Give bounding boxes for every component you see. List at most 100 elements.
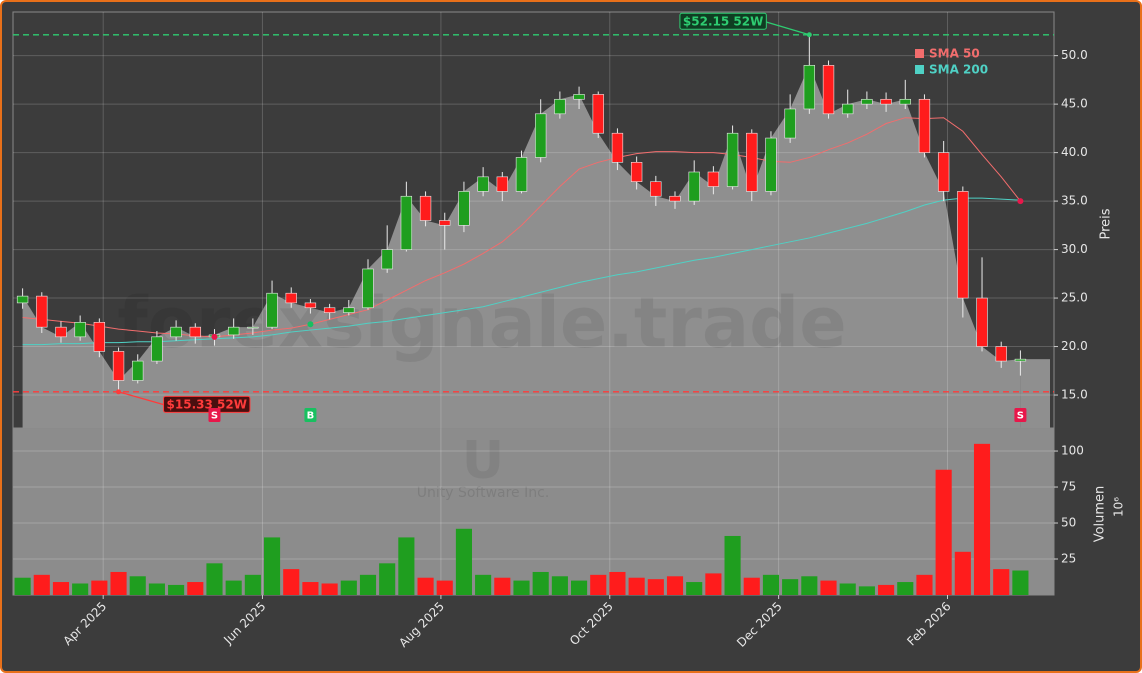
- candle-body: [74, 322, 86, 338]
- volume-bar: [973, 443, 991, 595]
- x-tick-label: Dec 2025: [734, 599, 785, 650]
- volume-bar: [33, 574, 50, 595]
- y-tick-label: 45.0: [1061, 97, 1088, 111]
- sma-line: [22, 117, 1021, 338]
- volume-bar: [935, 469, 952, 595]
- volume-bar: [455, 528, 472, 595]
- legend-label: SMA 200: [929, 63, 988, 77]
- candle-body: [381, 249, 393, 270]
- signal-label: S: [211, 411, 218, 422]
- candle-body: [112, 351, 125, 381]
- y-tick-label: 35.0: [1061, 194, 1088, 208]
- sma-line: [22, 197, 1021, 346]
- candle-body: [55, 326, 67, 338]
- candle-body: [611, 132, 624, 163]
- volume-bar: [436, 580, 453, 595]
- volume-bar: [1012, 570, 1029, 595]
- candle-body: [151, 336, 163, 362]
- candle-body: [323, 307, 336, 313]
- y-tick-label: 20.0: [1061, 339, 1088, 353]
- y-tick-label: 30.0: [1061, 242, 1088, 256]
- candle-body: [726, 132, 739, 187]
- candle-body: [227, 326, 240, 336]
- candle-body: [650, 181, 662, 197]
- candle-body: [189, 326, 201, 338]
- candle-body: [535, 113, 547, 158]
- volume-bar: [571, 580, 588, 595]
- reference-label: $52.15 52W: [679, 12, 767, 30]
- volume-panel: [12, 427, 1055, 596]
- reference-arrow-head: [806, 32, 812, 38]
- volume-bar: [129, 576, 146, 595]
- candle-body: [976, 297, 988, 347]
- candle-body: [132, 360, 144, 381]
- volume-axis-label: Volumen: [1093, 486, 1108, 543]
- candle-body: [784, 108, 796, 139]
- volume-bar: [340, 580, 357, 595]
- volume-bar: [52, 582, 70, 595]
- candle-body: [765, 137, 777, 192]
- volume-bar: [839, 583, 856, 595]
- y-tick-label: 40.0: [1061, 145, 1088, 159]
- volume-bar: [225, 580, 242, 595]
- volume-bar: [993, 569, 1010, 595]
- signal-dot: [1017, 198, 1024, 205]
- candle-body: [362, 268, 374, 309]
- candle-body: [170, 326, 182, 338]
- volume-bar: [283, 569, 300, 595]
- volume-bar: [148, 583, 165, 595]
- volume-bar: [647, 579, 664, 595]
- volume-bar: [743, 577, 760, 595]
- volume-bar: [628, 577, 645, 595]
- volume-bar: [302, 582, 319, 595]
- volume-bar: [321, 583, 338, 595]
- x-tick-label: Jun 2025: [220, 599, 268, 647]
- volume-bar: [206, 563, 223, 595]
- y-tick-label: 15.0: [1061, 388, 1088, 402]
- x-tick-label: Oct 2025: [567, 599, 616, 648]
- y-tick-label: 25: [1061, 552, 1076, 566]
- legend-swatch: [915, 49, 924, 58]
- candle-body: [343, 307, 355, 313]
- candle-body: [247, 326, 259, 329]
- volume-bar: [686, 582, 703, 595]
- candle-body: [439, 220, 451, 226]
- signal-label: B: [307, 411, 315, 422]
- candle-body: [880, 98, 892, 105]
- y-tick-label: 25.0: [1061, 291, 1088, 305]
- volume-bar: [359, 574, 377, 595]
- x-tick-label: Feb 2026: [904, 599, 953, 648]
- signal-box: [304, 408, 317, 422]
- volume-bar: [475, 574, 492, 595]
- y-tick-label: 100: [1061, 444, 1084, 458]
- volume-bar: [858, 586, 875, 595]
- volume-bar: [954, 551, 971, 595]
- volume-axis-unit: 10⁶: [1112, 497, 1126, 517]
- volume-bar: [14, 577, 31, 595]
- reference-label-text: $52.15 52W: [683, 14, 763, 28]
- candle-body: [515, 157, 528, 192]
- reference-label-text: $15.33 52W: [167, 397, 247, 411]
- volume-bar: [532, 571, 549, 595]
- legend-label: SMA 50: [929, 47, 980, 61]
- signal-dot: [307, 321, 314, 328]
- volume-bar: [494, 577, 511, 595]
- candle-body: [496, 176, 508, 192]
- volume-bar: [72, 583, 89, 595]
- candle-body: [688, 171, 700, 202]
- volume-bar: [820, 580, 837, 595]
- candle-body: [285, 292, 297, 304]
- candle-body: [400, 195, 413, 250]
- reference-arrow: [765, 21, 810, 36]
- candle-body: [630, 162, 643, 182]
- volume-bar: [398, 537, 415, 595]
- candle-body: [36, 295, 48, 328]
- volume-bar: [705, 573, 722, 595]
- volume-bar: [609, 571, 626, 595]
- candle-body: [554, 98, 566, 115]
- volume-bar: [244, 574, 261, 595]
- volume-bar: [91, 580, 108, 595]
- signal-box: [1014, 408, 1027, 422]
